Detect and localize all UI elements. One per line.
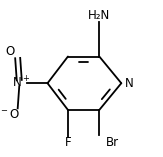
Text: O: O	[5, 45, 15, 58]
Text: N$^+$: N$^+$	[12, 76, 30, 91]
Text: $^-$O: $^-$O	[0, 108, 20, 121]
Text: N: N	[125, 77, 133, 90]
Text: Br: Br	[106, 136, 119, 149]
Text: H₂N: H₂N	[88, 9, 111, 22]
Text: F: F	[65, 136, 71, 149]
